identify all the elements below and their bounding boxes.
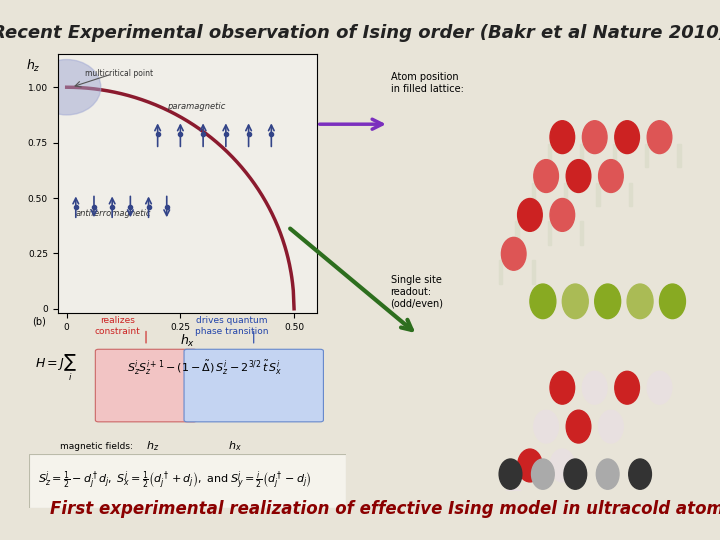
Text: $h_z$: $h_z$ (145, 439, 159, 453)
Bar (531, 183, 535, 206)
FancyBboxPatch shape (184, 349, 323, 422)
Circle shape (518, 449, 542, 482)
Bar (548, 144, 551, 167)
Text: Recent Experimental observation of Ising order (Bakr et al Nature 2010): Recent Experimental observation of Ising… (0, 24, 720, 42)
Circle shape (534, 160, 559, 192)
Text: Single site
readout:
(odd/even): Single site readout: (odd/even) (391, 275, 444, 308)
Circle shape (501, 488, 526, 521)
X-axis label: $h_x$: $h_x$ (179, 333, 195, 349)
Ellipse shape (32, 59, 101, 115)
Circle shape (534, 410, 559, 443)
Text: $S_z^j = \frac{1}{2} - d_j^\dagger d_j,\; S_x^j = \frac{1}{2}\left(d_j^\dagger +: $S_z^j = \frac{1}{2} - d_j^\dagger d_j,\… (38, 469, 312, 492)
Bar (678, 144, 680, 167)
Text: longitudinal: longitudinal (127, 462, 177, 471)
FancyBboxPatch shape (95, 349, 197, 422)
Text: realizes
constraint: realizes constraint (94, 316, 140, 336)
Text: $h_x$: $h_x$ (228, 439, 242, 453)
Circle shape (660, 284, 685, 319)
Circle shape (550, 449, 575, 482)
Circle shape (596, 459, 619, 489)
Circle shape (566, 410, 591, 443)
Circle shape (566, 160, 591, 192)
Bar (645, 144, 648, 167)
Bar (516, 221, 518, 245)
Bar (564, 183, 567, 206)
Circle shape (530, 284, 556, 319)
Text: $H = J\sum_i$: $H = J\sum_i$ (35, 353, 77, 383)
Bar (499, 260, 503, 284)
Circle shape (550, 372, 575, 404)
Bar (531, 260, 535, 284)
FancyBboxPatch shape (29, 454, 346, 508)
Circle shape (582, 372, 607, 404)
Circle shape (647, 372, 672, 404)
Bar (580, 144, 583, 167)
Circle shape (550, 199, 575, 231)
Circle shape (550, 121, 575, 153)
Bar (580, 221, 583, 245)
Circle shape (531, 459, 554, 489)
Text: $h_z$: $h_z$ (26, 57, 40, 73)
Circle shape (629, 459, 652, 489)
Text: Atom position
in filled lattice:: Atom position in filled lattice: (391, 72, 464, 94)
Text: magnetic fields:: magnetic fields: (60, 442, 133, 450)
Circle shape (627, 284, 653, 319)
Bar (613, 144, 616, 167)
Bar (596, 183, 600, 206)
Circle shape (582, 121, 607, 153)
Text: multicritical point: multicritical point (85, 69, 153, 78)
Text: (b): (b) (32, 316, 46, 327)
Text: paramagnetic: paramagnetic (167, 103, 225, 111)
Circle shape (562, 284, 588, 319)
Text: antiferromagnetic: antiferromagnetic (76, 209, 151, 218)
Text: First experimental realization of effective Ising model in ultracold atom system: First experimental realization of effect… (50, 501, 720, 518)
Bar (629, 183, 632, 206)
Circle shape (595, 284, 621, 319)
Circle shape (518, 199, 542, 231)
Circle shape (501, 238, 526, 270)
Circle shape (615, 372, 639, 404)
Text: transverse: transverse (212, 462, 257, 471)
Circle shape (615, 121, 639, 153)
Circle shape (499, 459, 522, 489)
Circle shape (564, 459, 587, 489)
Text: $S_z^i S_z^{i+1} - (1-\tilde{\Delta})\,S_z^i - 2^{3/2}\,\tilde{t}\,S_x^i$: $S_z^i S_z^{i+1} - (1-\tilde{\Delta})\,S… (127, 359, 282, 377)
Text: drives quantum
phase transition: drives quantum phase transition (195, 316, 269, 336)
Circle shape (647, 121, 672, 153)
Circle shape (598, 410, 624, 443)
Bar (548, 221, 551, 245)
Circle shape (598, 160, 624, 192)
